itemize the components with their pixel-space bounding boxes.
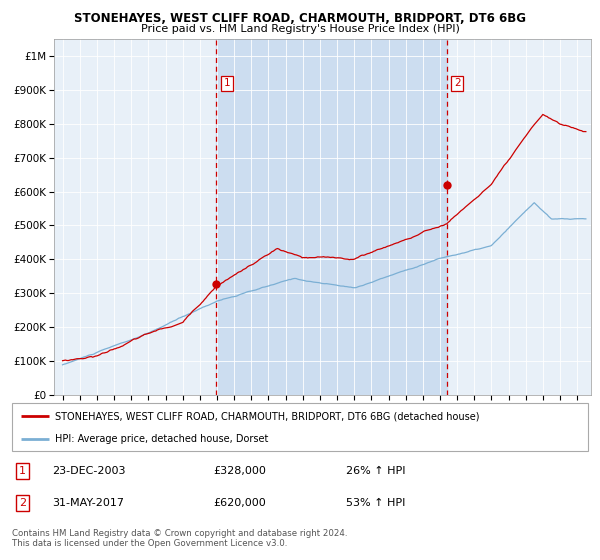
FancyBboxPatch shape	[12, 403, 588, 451]
Text: 26% ↑ HPI: 26% ↑ HPI	[346, 466, 406, 475]
Text: 31-MAY-2017: 31-MAY-2017	[52, 498, 124, 508]
Text: £328,000: £328,000	[214, 466, 266, 475]
Text: STONEHAYES, WEST CLIFF ROAD, CHARMOUTH, BRIDPORT, DT6 6BG (detached house): STONEHAYES, WEST CLIFF ROAD, CHARMOUTH, …	[55, 411, 480, 421]
Text: 53% ↑ HPI: 53% ↑ HPI	[346, 498, 406, 508]
Bar	[217, 39, 447, 395]
Text: 1: 1	[223, 78, 230, 88]
Text: 1: 1	[19, 466, 26, 475]
Text: STONEHAYES, WEST CLIFF ROAD, CHARMOUTH, BRIDPORT, DT6 6BG: STONEHAYES, WEST CLIFF ROAD, CHARMOUTH, …	[74, 12, 526, 25]
Text: 2: 2	[454, 78, 461, 88]
Text: 2: 2	[19, 498, 26, 508]
Text: HPI: Average price, detached house, Dorset: HPI: Average price, detached house, Dors…	[55, 434, 269, 444]
Text: 23-DEC-2003: 23-DEC-2003	[52, 466, 126, 475]
Text: £620,000: £620,000	[214, 498, 266, 508]
Text: Price paid vs. HM Land Registry's House Price Index (HPI): Price paid vs. HM Land Registry's House …	[140, 24, 460, 34]
Text: Contains HM Land Registry data © Crown copyright and database right 2024.
This d: Contains HM Land Registry data © Crown c…	[12, 529, 347, 548]
